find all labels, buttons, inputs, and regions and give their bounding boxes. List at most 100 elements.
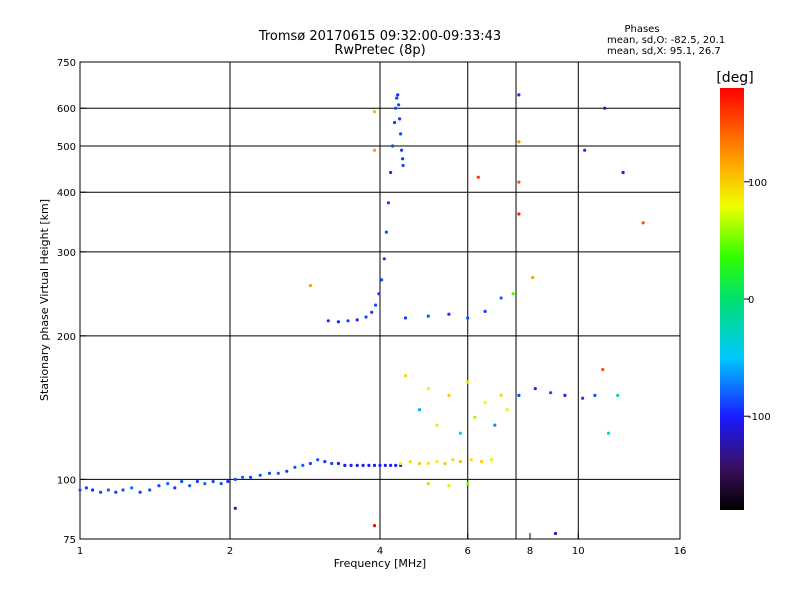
- data-point: [426, 314, 430, 318]
- data-point: [583, 148, 587, 152]
- data-point: [233, 477, 237, 481]
- data-point: [106, 488, 110, 492]
- colorbar-label: [deg]: [716, 70, 753, 86]
- data-point: [403, 374, 408, 378]
- data-point: [323, 460, 327, 464]
- data-point: [447, 484, 451, 488]
- data-point: [84, 486, 88, 490]
- data-point: [285, 469, 289, 473]
- data-point: [398, 117, 402, 121]
- data-point: [267, 471, 272, 475]
- data-point: [499, 296, 503, 300]
- data-point: [336, 461, 340, 466]
- data-point: [148, 488, 152, 492]
- data-point: [383, 463, 387, 467]
- data-point: [241, 475, 245, 479]
- data-point: [606, 431, 611, 435]
- data-point: [138, 490, 142, 494]
- data-point: [372, 463, 377, 467]
- data-point: [499, 393, 503, 397]
- data-point: [400, 148, 404, 152]
- data-point: [603, 106, 607, 110]
- x-tick-label: 4: [377, 546, 383, 557]
- data-point: [367, 463, 371, 467]
- data-point: [451, 458, 455, 462]
- y-tick-label: 300: [57, 248, 76, 259]
- data-point: [581, 396, 585, 400]
- data-point: [466, 380, 470, 384]
- data-point: [249, 475, 253, 479]
- data-point: [511, 292, 515, 296]
- x-tick-label: 8: [527, 546, 533, 557]
- data-point: [308, 461, 312, 466]
- data-point: [417, 408, 422, 412]
- data-point: [493, 423, 497, 427]
- data-point: [517, 140, 521, 144]
- data-point: [326, 319, 330, 323]
- data-point: [403, 316, 408, 320]
- data-point: [476, 175, 480, 179]
- data-point: [78, 488, 82, 492]
- data-point: [372, 110, 377, 114]
- data-point: [549, 391, 553, 395]
- data-point: [621, 170, 625, 175]
- data-point: [157, 484, 161, 488]
- data-point: [443, 461, 447, 466]
- data-point: [397, 103, 401, 107]
- data-point: [517, 180, 521, 184]
- data-point: [447, 312, 451, 316]
- data-point: [361, 463, 365, 467]
- data-point: [382, 257, 386, 261]
- data-point: [226, 479, 230, 484]
- y-axis-label: Stationary phase Virtual Height [km]: [38, 199, 51, 401]
- data-point: [188, 484, 192, 488]
- data-point: [458, 431, 462, 435]
- data-point: [469, 458, 473, 462]
- y-tick-label: 400: [57, 188, 76, 199]
- stats-heading: Phases: [624, 24, 659, 35]
- data-point: [343, 463, 347, 467]
- data-point: [517, 212, 521, 216]
- data-point: [330, 461, 334, 466]
- data-point: [531, 275, 535, 280]
- y-tick-label: 75: [63, 535, 76, 546]
- colorbar: [720, 88, 744, 510]
- colorbar-tick-label: 0: [748, 295, 754, 306]
- data-point: [396, 93, 400, 97]
- data-point: [180, 479, 184, 484]
- data-point: [483, 400, 487, 404]
- data-point: [563, 393, 567, 397]
- data-point: [399, 132, 403, 136]
- data-point: [378, 463, 382, 467]
- x-axis-ticks: 1 2 4 6 8 10 16: [77, 533, 686, 557]
- y-tick-label: 200: [57, 332, 76, 343]
- data-point: [401, 163, 405, 168]
- data-point: [364, 315, 368, 319]
- data-point: [399, 461, 403, 466]
- data-point: [641, 221, 645, 225]
- data-point: [316, 458, 320, 462]
- data-point: [480, 460, 484, 464]
- data-point: [258, 473, 262, 477]
- data-point: [377, 292, 381, 296]
- data-point: [435, 423, 439, 427]
- data-point: [391, 144, 395, 148]
- data-point: [355, 463, 359, 467]
- y-tick-label: 750: [57, 58, 76, 69]
- data-point: [466, 482, 470, 486]
- data-point: [384, 230, 388, 234]
- data-point: [195, 479, 199, 484]
- data-point: [394, 463, 398, 467]
- data-point: [483, 309, 487, 313]
- data-point: [374, 303, 378, 307]
- data-point: [553, 531, 558, 536]
- data-point: [395, 96, 399, 100]
- y-tick-label: 100: [57, 475, 76, 486]
- data-point: [370, 310, 374, 314]
- chart-subtitle: RwPretec (8p): [334, 43, 425, 58]
- x-tick-label: 2: [227, 546, 233, 557]
- y-axis-ticks: 75 100 200 300 400 500 600 750: [57, 58, 86, 546]
- data-point: [346, 319, 350, 323]
- data-point: [426, 482, 430, 486]
